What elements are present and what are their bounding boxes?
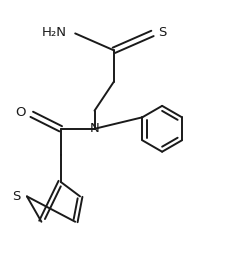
Text: H₂N: H₂N (42, 26, 67, 39)
Text: S: S (159, 26, 167, 39)
Text: S: S (13, 190, 21, 203)
Text: N: N (90, 122, 99, 135)
Text: O: O (15, 106, 26, 119)
